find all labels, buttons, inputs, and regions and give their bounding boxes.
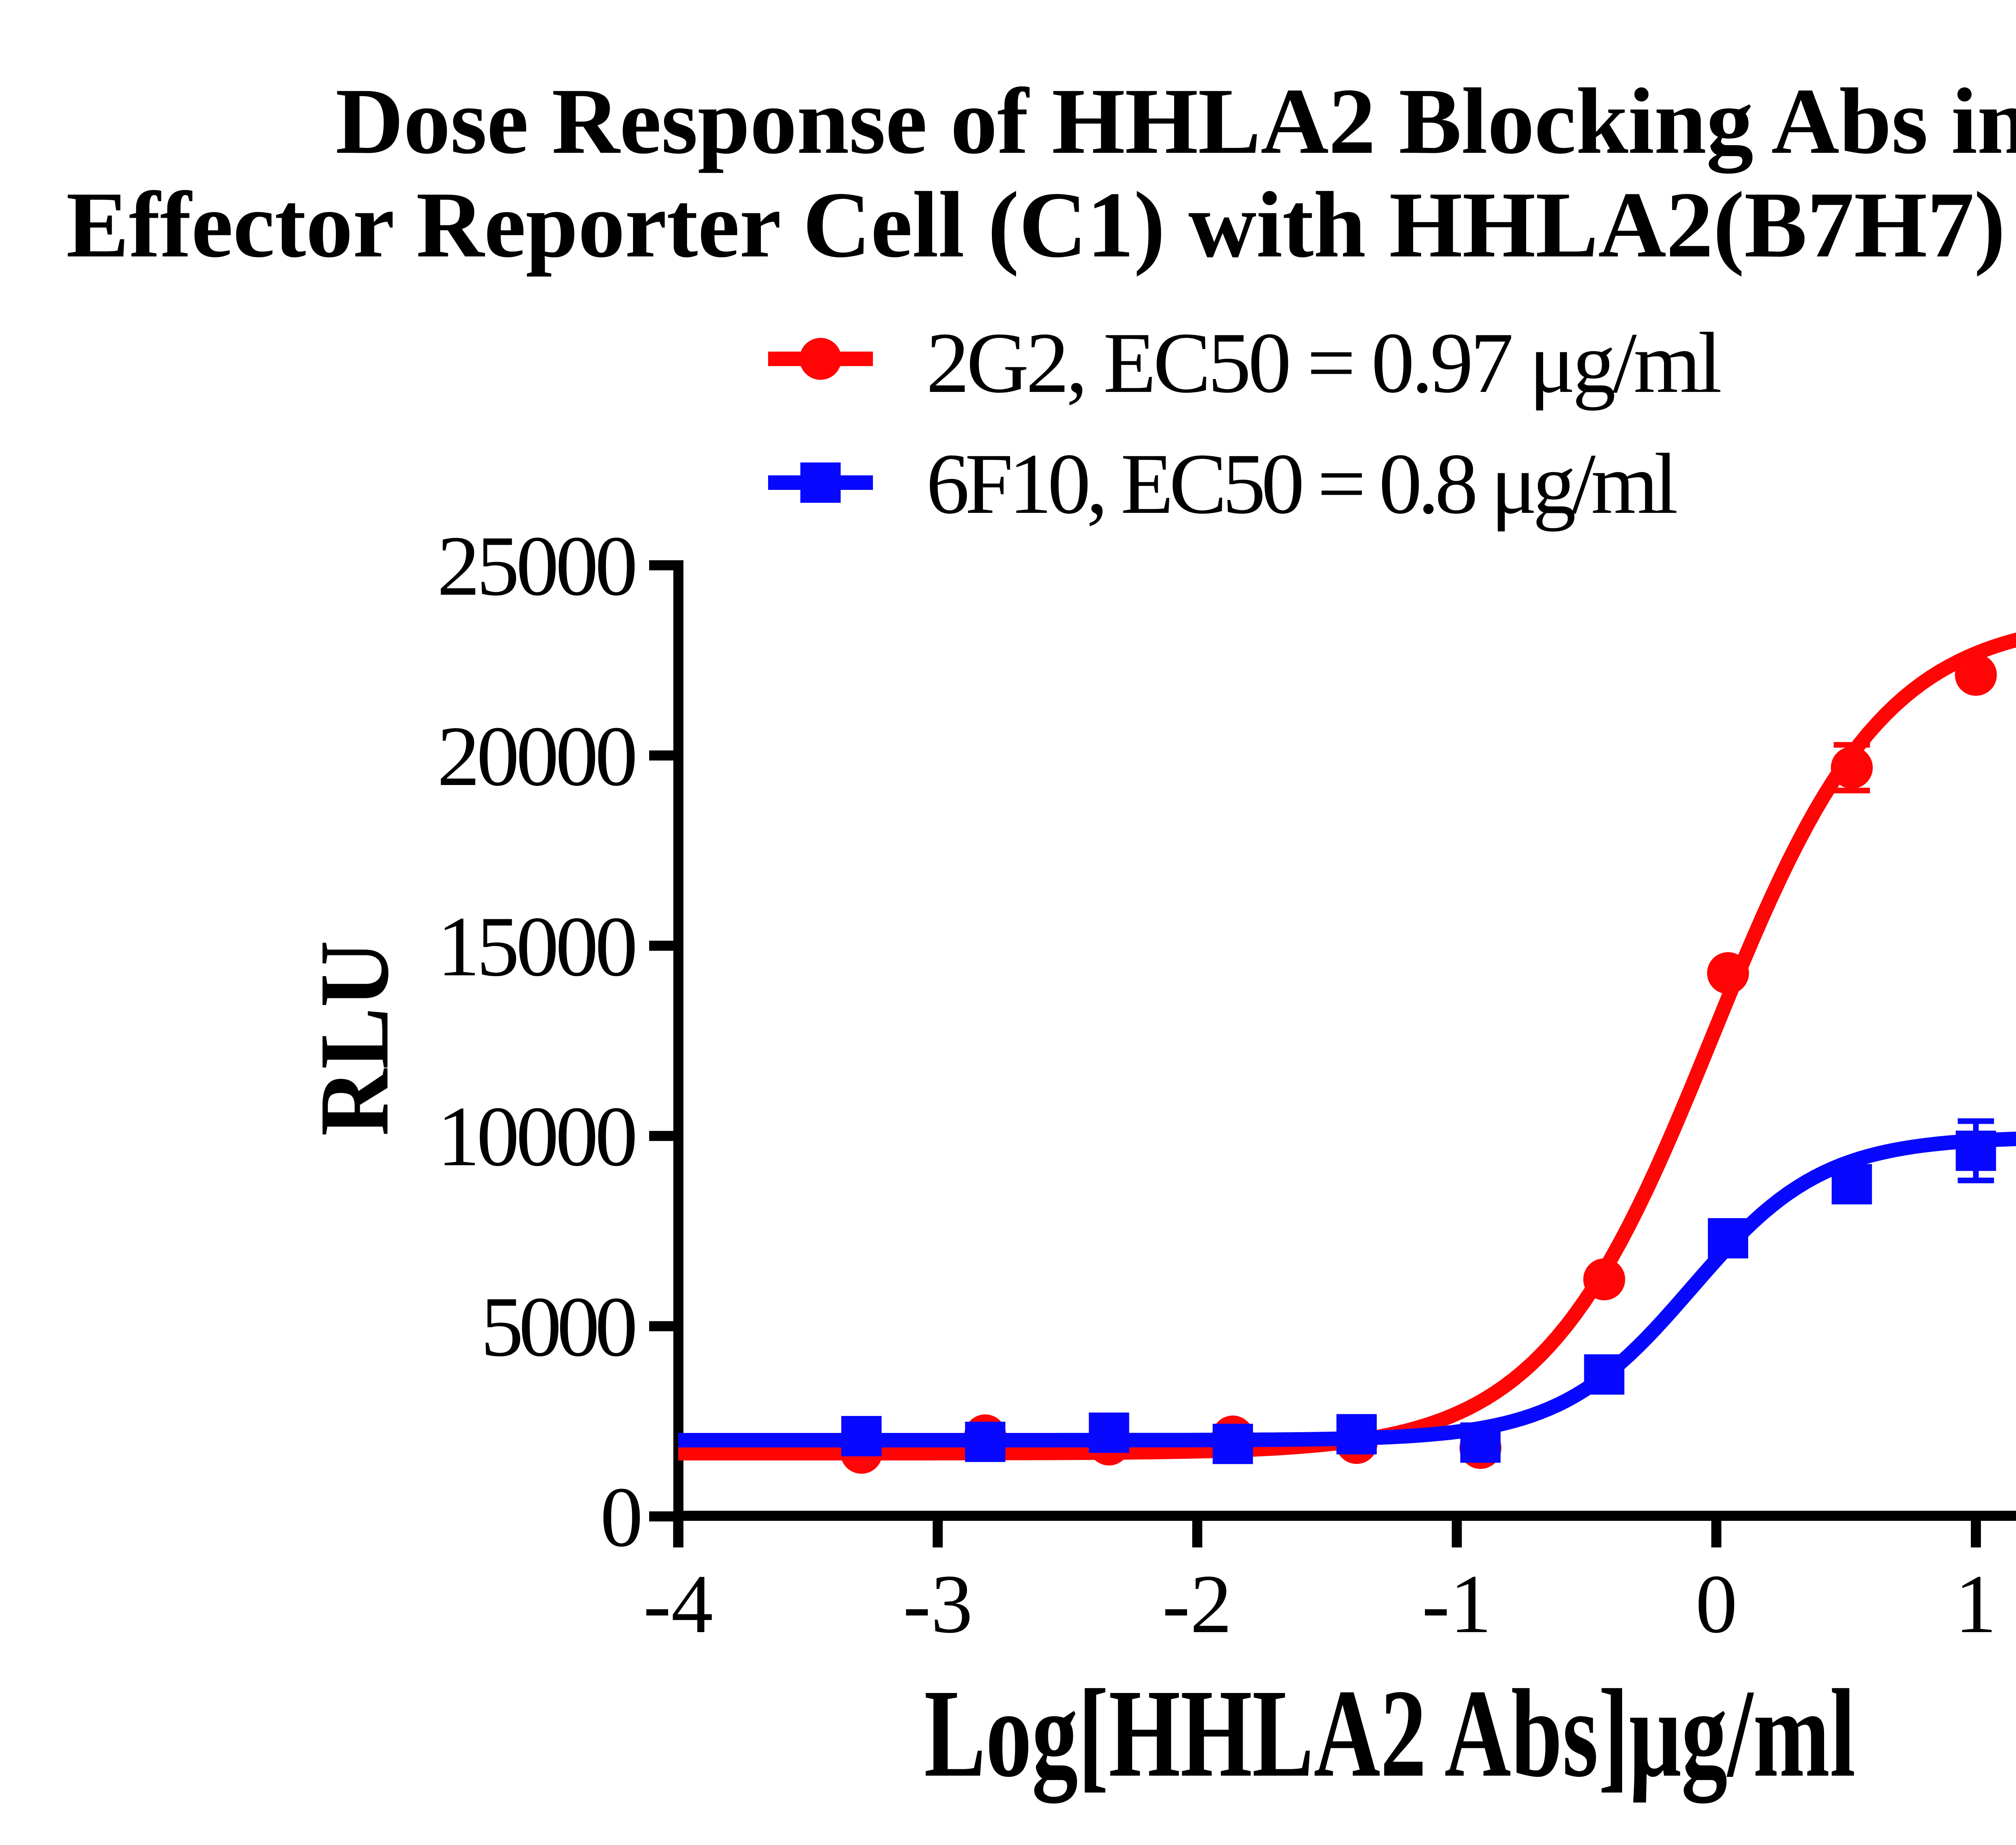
svg-text:10000: 10000 (437, 1089, 638, 1184)
svg-text:25000: 25000 (437, 519, 638, 614)
svg-text:1: 1 (1955, 1558, 1997, 1650)
svg-text:Log[HHLA2 Abs]μg/ml: Log[HHLA2 Abs]μg/ml (924, 1663, 1856, 1805)
svg-text:6F10, EC50 = 0.8 μg/ml: 6F10, EC50 = 0.8 μg/ml (926, 435, 1678, 532)
svg-text:-1: -1 (1422, 1558, 1491, 1650)
svg-text:0: 0 (600, 1470, 644, 1565)
svg-text:0: 0 (1695, 1558, 1737, 1650)
svg-text:15000: 15000 (437, 899, 638, 994)
svg-text:-2: -2 (1162, 1558, 1232, 1650)
svg-text:-3: -3 (903, 1558, 973, 1650)
svg-text:2G2, EC50 = 0.97 μg/ml: 2G2, EC50 = 0.97 μg/ml (926, 314, 1722, 411)
svg-text:RLU: RLU (300, 941, 409, 1136)
svg-text:5000: 5000 (481, 1279, 638, 1374)
svg-text:Dose Response of HHLA2 Blockin: Dose Response of HHLA2 Blocking Abs in K… (335, 69, 2016, 174)
svg-text:Effector Reporter Cell (C1) wi: Effector Reporter Cell (C1) with HHLA2(B… (66, 172, 2016, 277)
svg-text:20000: 20000 (437, 709, 638, 804)
svg-text:-4: -4 (643, 1558, 713, 1650)
